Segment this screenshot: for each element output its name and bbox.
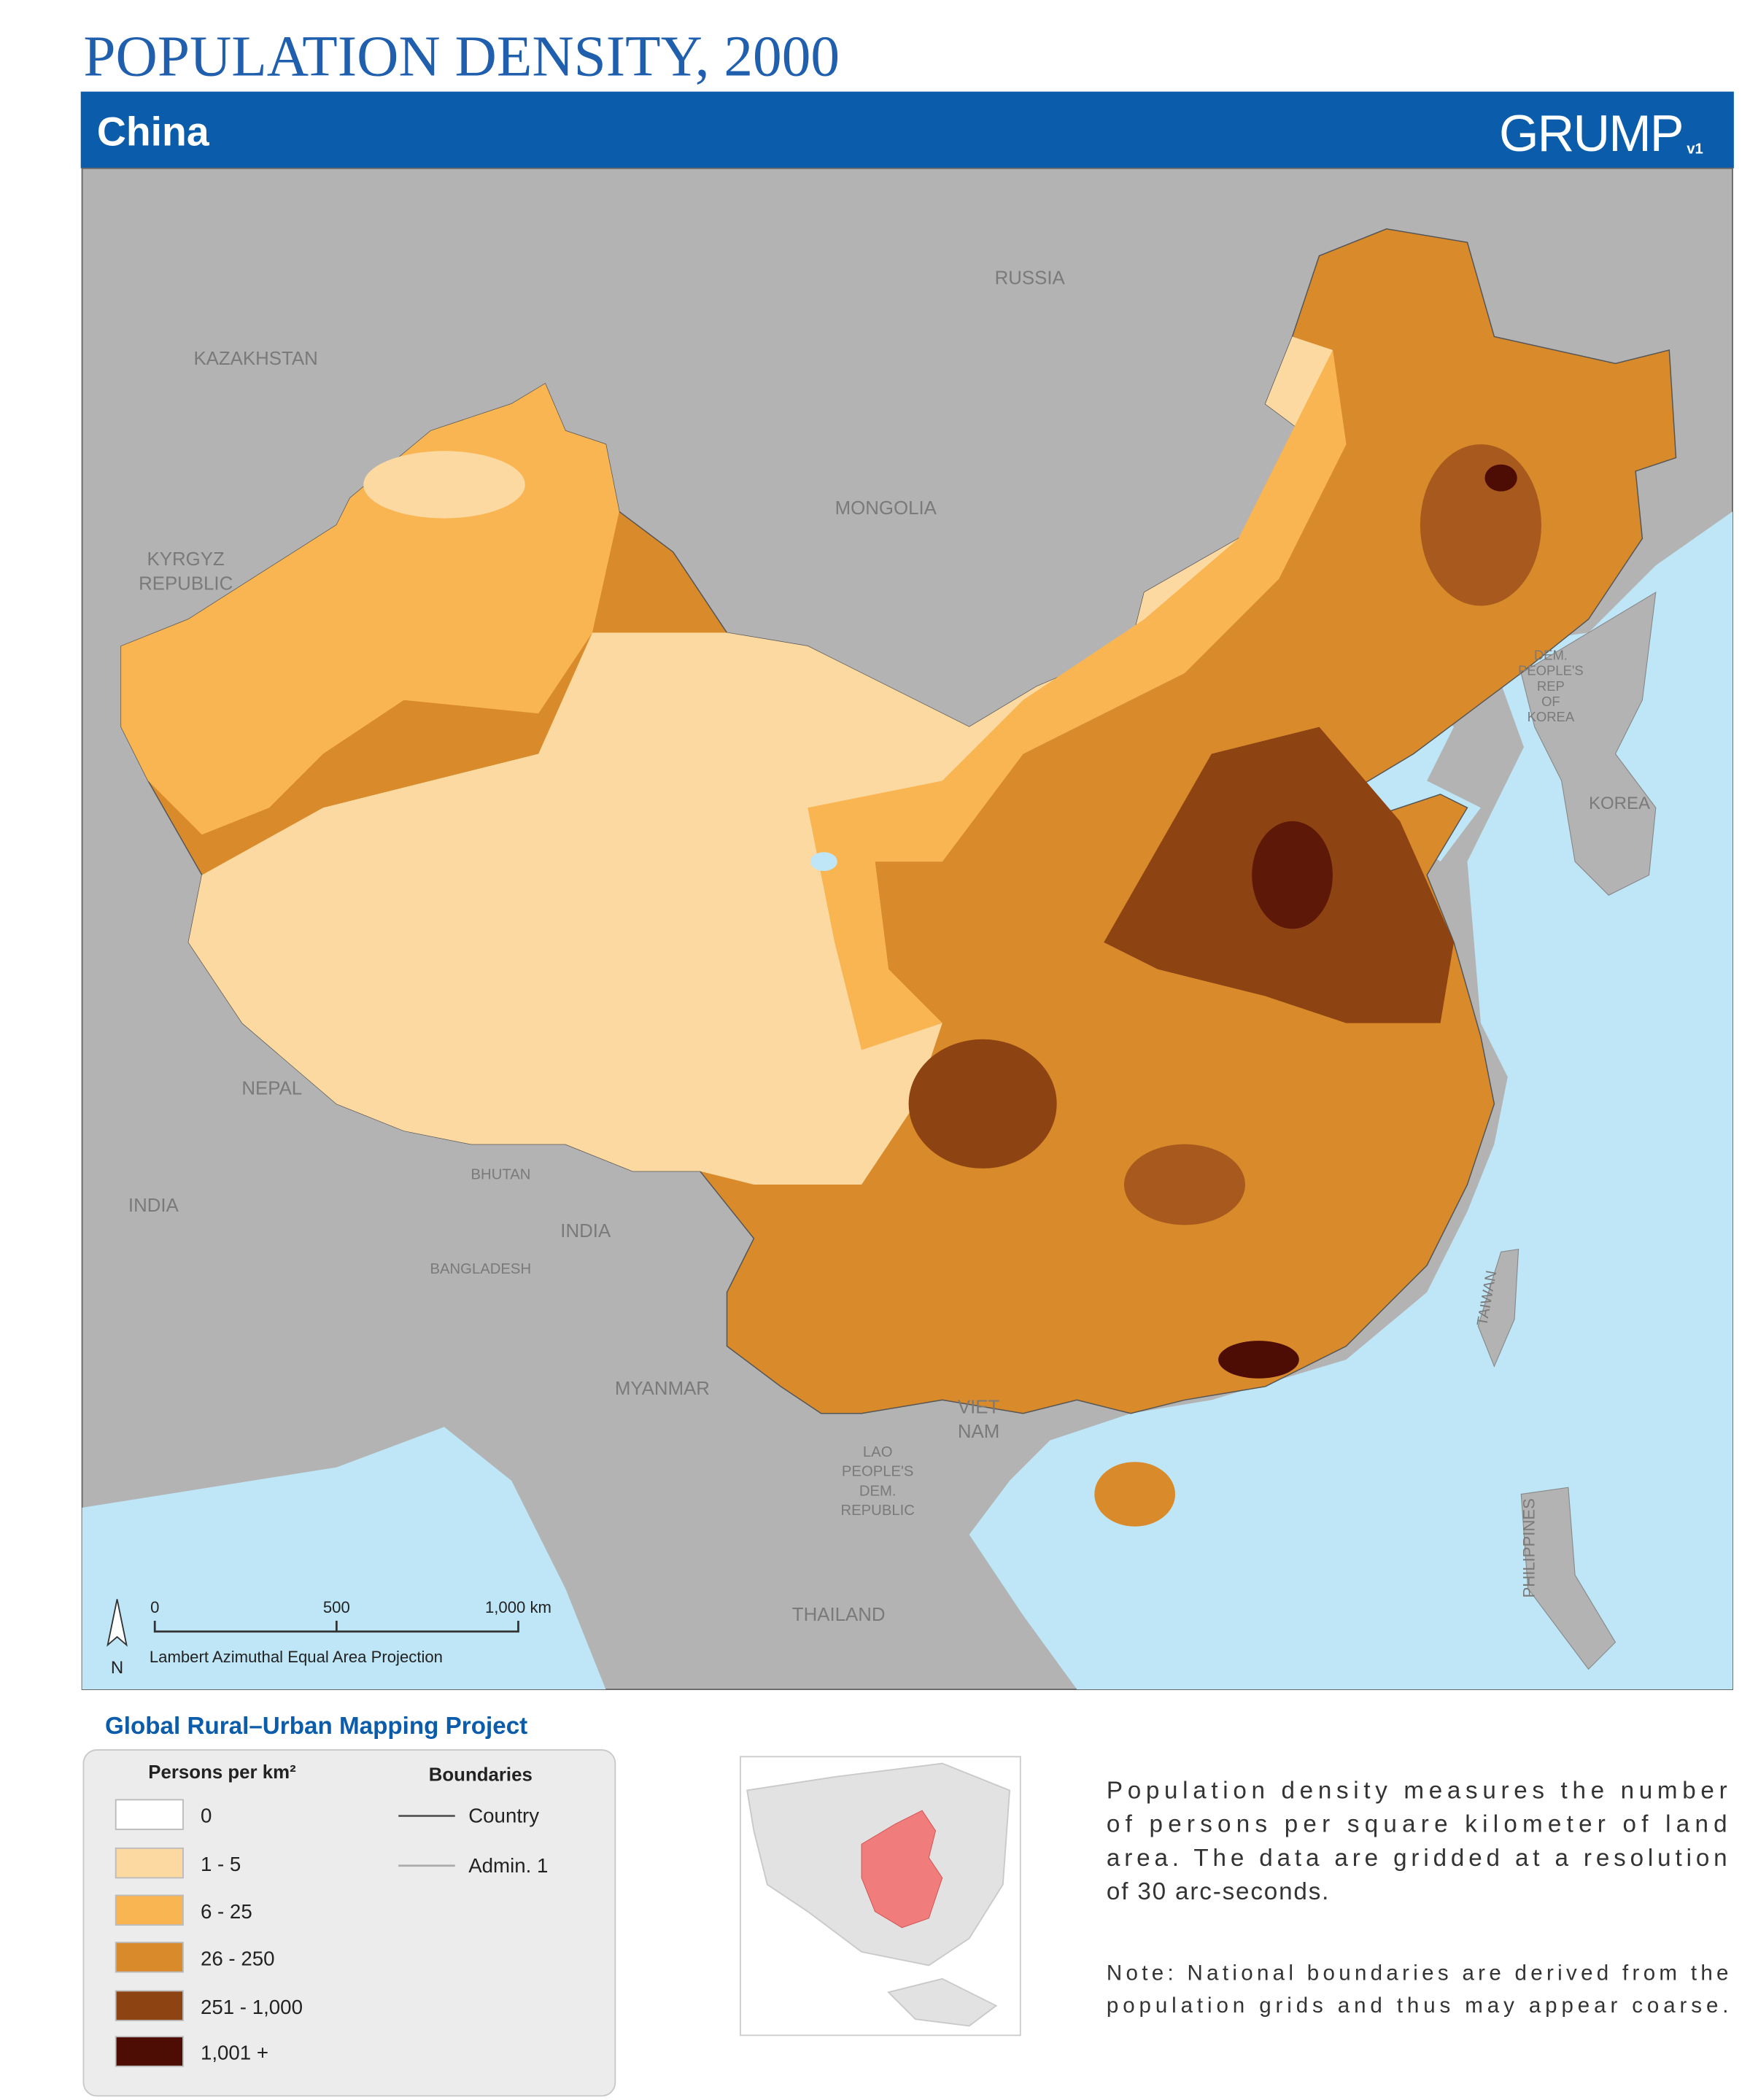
region-title: China <box>97 109 210 154</box>
hainan <box>1094 1462 1176 1527</box>
note: population grids and thus may appear coa… <box>1107 1994 1729 2018</box>
country-label: REP <box>1537 678 1565 694</box>
note: Note: National boundaries are derived fr… <box>1107 1961 1729 1985</box>
legend-swatch <box>115 1990 184 2021</box>
country-label: PEOPLE'S <box>842 1464 914 1480</box>
legend-swatch <box>115 1847 184 1879</box>
country-label: INDIA <box>128 1196 179 1216</box>
boundaries-title: Boundaries <box>429 1765 533 1786</box>
logo: GRUMP <box>1499 105 1683 162</box>
legend-label: 26 - 250 <box>201 1947 275 1969</box>
country-label: INDIA <box>560 1221 611 1241</box>
description: Population density measures the number <box>1107 1778 1729 1805</box>
zone-central <box>1123 1144 1245 1225</box>
lake <box>810 852 837 872</box>
country-label: BHUTAN <box>471 1167 531 1183</box>
scale-label: 500 <box>323 1598 350 1616</box>
country-label: KYRGYZ <box>147 549 225 570</box>
zone-dark <box>1484 464 1517 492</box>
projection: Lambert Azimuthal Equal Area Projection <box>150 1648 443 1666</box>
country-label: LAO <box>863 1444 893 1460</box>
title: POPULATION DENSITY, 2000 <box>83 24 840 88</box>
description: area. The data are gridded at a resoluti… <box>1107 1845 1729 1872</box>
zone-dark <box>1252 821 1333 929</box>
korea <box>1520 592 1657 896</box>
legend-box <box>82 1749 616 2097</box>
country-label: VIET <box>958 1398 1000 1418</box>
description: of 30 arc-seconds. <box>1107 1878 1330 1905</box>
country-label: DEM. <box>1534 647 1568 662</box>
country-label: PEOPLE'S <box>1518 663 1584 678</box>
zone-pale-north <box>363 451 525 519</box>
country-label: BANGLADESH <box>430 1261 531 1277</box>
legend-label: 0 <box>201 1805 212 1827</box>
north-label: N <box>111 1658 123 1678</box>
country-label: MYANMAR <box>615 1379 710 1399</box>
country-label: MONGOLIA <box>835 498 937 519</box>
country-label: REPUBLIC <box>139 573 233 594</box>
country-label: KOREA <box>1589 794 1650 813</box>
country-label: KAZAKHSTAN <box>193 349 317 369</box>
logo-version: v1 <box>1687 141 1703 157</box>
zone-orange-east <box>808 349 1347 1050</box>
scale-label: 0 <box>150 1598 159 1616</box>
country-label: PHILIPPINES <box>1520 1498 1538 1597</box>
legend-label: Country <box>468 1805 539 1827</box>
country-label: DEM. <box>859 1483 897 1499</box>
country-label: KOREA <box>1528 709 1575 724</box>
legend-swatch <box>115 1942 184 1973</box>
philippines <box>1520 1487 1617 1670</box>
legend-swatch <box>115 2036 184 2067</box>
inset-map <box>740 1756 1021 2037</box>
legend-swatch <box>115 1799 184 1830</box>
zone-pale <box>188 336 1347 1185</box>
taiwan <box>1477 1248 1519 1368</box>
legend-label: Admin. 1 <box>468 1854 548 1877</box>
legend-label: 251 - 1,000 <box>201 1996 303 2018</box>
country-label: THAILAND <box>792 1605 886 1625</box>
zone-pearl-delta <box>1218 1341 1299 1379</box>
country-label: RUSSIA <box>995 268 1066 288</box>
header-bar <box>80 91 1734 168</box>
zone-northeast <box>1420 444 1541 606</box>
sea <box>969 511 1733 1690</box>
scale-bar <box>153 1620 519 1633</box>
zone-sichuan <box>908 1039 1057 1169</box>
bay-of-bengal <box>82 1427 606 1690</box>
legend-title: Persons per km² <box>148 1762 296 1783</box>
map <box>81 167 1733 1690</box>
country-label: NAM <box>958 1422 999 1442</box>
legend-label: 1 - 5 <box>201 1853 241 1875</box>
legend-label: 6 - 25 <box>201 1900 252 1923</box>
north-arrow <box>107 1599 128 1647</box>
country-label: NEPAL <box>241 1078 302 1099</box>
project-title: Global Rural–Urban Mapping Project <box>105 1713 527 1740</box>
country-label: REPUBLIC <box>840 1503 914 1519</box>
legend-label: 1,001 + <box>201 2042 268 2064</box>
description: of persons per square kilometer of land <box>1107 1811 1729 1838</box>
scale-label: 1,000 km <box>485 1598 551 1616</box>
legend-swatch <box>115 1894 184 1926</box>
country-label: OF <box>1541 694 1560 709</box>
